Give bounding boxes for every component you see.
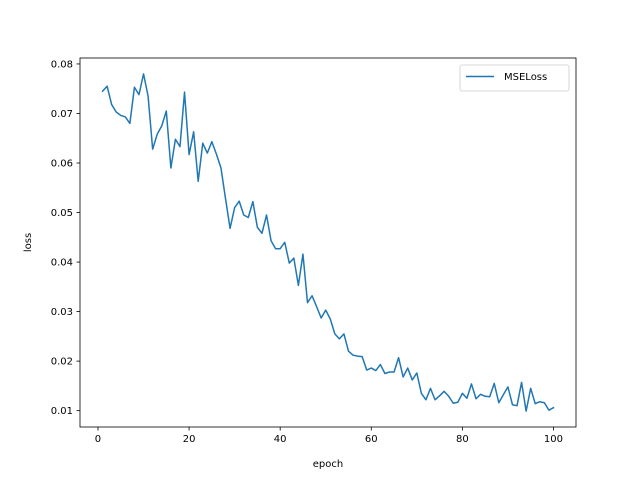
x-tick-label: 20: [183, 434, 196, 445]
y-tick-label: 0.03: [51, 307, 73, 318]
y-tick-label: 0.08: [51, 59, 73, 70]
x-tick-label: 40: [274, 434, 287, 445]
series-line-mseloss: [101, 73, 555, 412]
series-layer: [101, 73, 555, 412]
axis-ticks: 0 20 40 60 80 100 0.01 0.02 0.03 0.04 0.05 0.06 0.07…: [51, 59, 563, 445]
x-tick-label: 60: [365, 434, 378, 445]
y-tick-label: 0.06: [51, 159, 73, 170]
x-axis-title: epoch: [313, 459, 343, 470]
y-tick-label: 0.05: [51, 208, 73, 219]
y-tick-label: 0.04: [51, 258, 73, 269]
plot-background: [80, 58, 576, 427]
legend-label: MSELoss: [504, 72, 547, 83]
y-tick-label: 0.01: [51, 406, 73, 417]
y-tick-label: 0.07: [51, 109, 73, 120]
legend: MSELoss: [459, 64, 570, 92]
y-tick-label: 0.02: [51, 357, 73, 368]
y-axis-title: loss: [23, 233, 34, 252]
x-tick-label: 0: [95, 434, 101, 445]
plot-frame: [79, 57, 577, 428]
x-tick-label: 80: [456, 434, 469, 445]
x-tick-label: 100: [544, 434, 563, 445]
legend-box: [459, 64, 570, 92]
